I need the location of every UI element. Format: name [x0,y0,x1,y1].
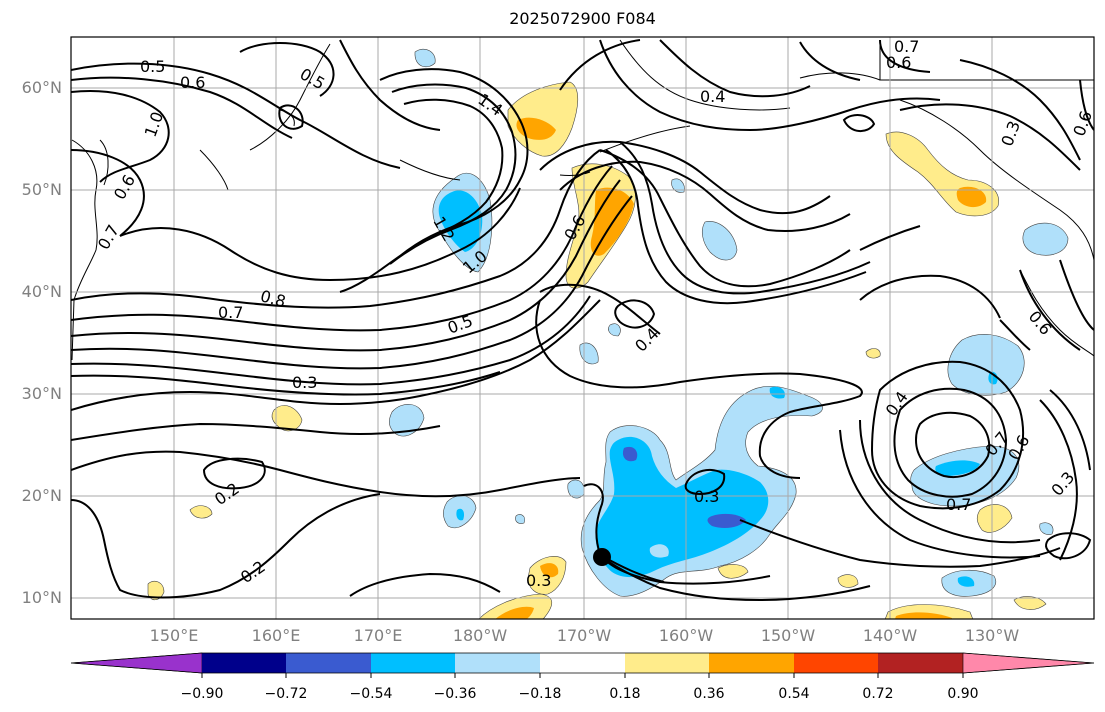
contour-label: 0.3 [694,487,719,506]
lat-label: 20°N [21,486,62,505]
contour-label: 0.6 [180,73,205,92]
colorbar-segment [70,652,203,674]
contour-label: 0.5 [140,57,165,76]
contour-label: 0.7 [894,37,919,56]
map-title: 2025072900 F084 [509,9,656,28]
graticule [71,37,1094,619]
negative-anomaly-shading [389,48,1069,597]
colorbar-segment [540,653,625,673]
colorbar [70,652,1095,678]
lat-label: 50°N [21,180,62,199]
contour-lines [71,39,1094,602]
colorbar-tick-label: −0.72 [264,686,308,702]
colorbar-tick-label: 0.36 [693,686,725,702]
lon-label: 150°W [760,626,816,645]
colorbar-tick-label: −0.54 [349,686,393,702]
contour-label: 0.4 [700,87,725,106]
lat-label: 10°N [21,588,62,607]
colorbar-tick-label: 0.54 [778,686,810,702]
colorbar-segment [709,653,794,673]
colorbar-segment [371,653,455,673]
contour-label: 0.3 [526,571,551,590]
lat-label: 40°N [21,282,62,301]
lat-label: 60°N [21,78,62,97]
colorbar-tick-label: 0.90 [947,686,979,702]
colorbar-tick-label: −0.90 [180,686,224,702]
lon-label: 160°W [658,626,714,645]
colorbar-tick-label: 0.18 [609,686,641,702]
colorbar-segment [625,653,709,673]
colorbar-segment [202,653,286,673]
colorbar-segment [878,653,963,673]
lon-label: 130°W [964,626,1020,645]
contour-label: 0.7 [946,495,971,514]
lat-label: 30°N [21,384,62,403]
lon-label: 150°E [149,626,199,645]
contour-label: 0.6 [886,53,911,72]
lon-label: 140°W [862,626,918,645]
map-frame [70,36,1095,620]
colorbar-segment [794,653,878,673]
colorbar-tick-label: −0.36 [433,686,477,702]
colorbar-tick-label: −0.18 [518,686,562,702]
colorbar-segment [286,653,371,673]
colorbar-segment [455,653,540,673]
coastlines [71,39,1094,361]
storm-position-dot [593,548,611,566]
colorbar-segment [962,652,1095,674]
lon-label: 180°W [452,626,508,645]
contour-label: 0.3 [292,373,317,392]
lon-label: 170°W [556,626,612,645]
contour-label: 0.7 [218,303,243,322]
colorbar-tick-label: 0.72 [862,686,894,702]
lon-label: 160°E [251,626,301,645]
lon-label: 170°E [353,626,403,645]
